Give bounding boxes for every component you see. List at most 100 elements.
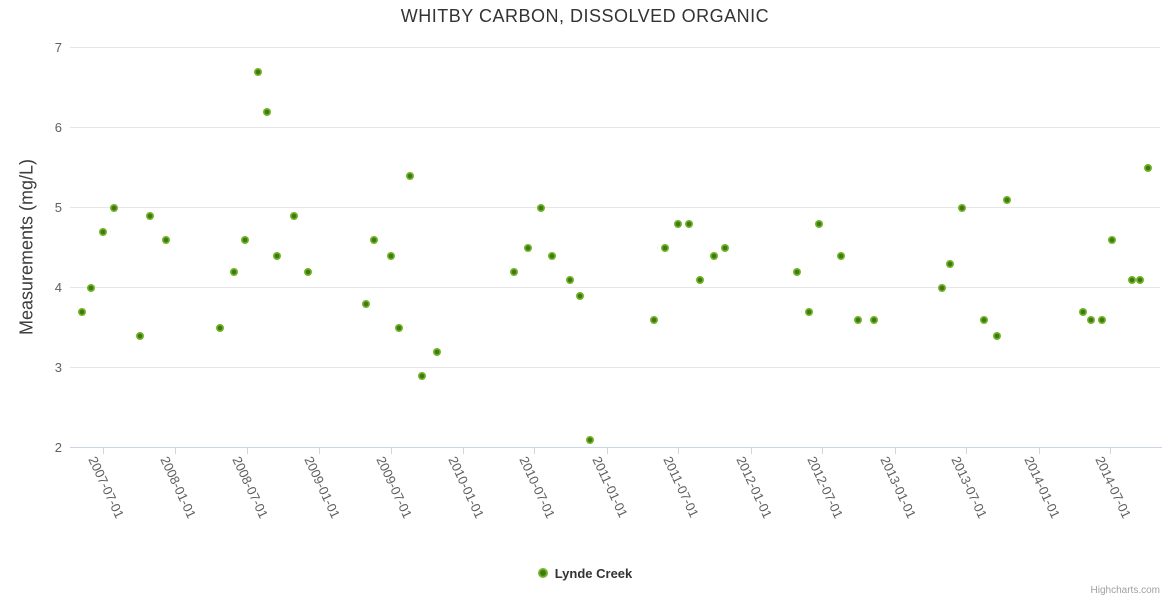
credits-link[interactable]: Highcharts.com [1090,585,1160,596]
data-point-marker[interactable] [814,219,823,228]
data-point-marker[interactable] [537,203,546,212]
x-axis-tick [246,448,248,454]
x-axis-tick [102,448,104,454]
x-axis-tick-label: 2008-07-01 [229,454,271,521]
data-point-marker[interactable] [253,67,262,76]
x-axis-tick-label: 2010-01-01 [445,454,488,521]
x-axis-tick [966,448,968,454]
data-point-marker[interactable] [509,267,518,276]
data-point-marker[interactable] [1144,163,1153,172]
data-point-marker[interactable] [433,347,442,356]
x-axis-tick [1038,448,1040,454]
x-axis-tick [750,448,752,454]
x-axis-tick-label: 2012-01-01 [733,454,775,521]
data-point-marker[interactable] [369,235,378,244]
data-point-marker[interactable] [523,243,532,252]
data-point-marker[interactable] [240,235,249,244]
data-point-marker[interactable] [854,315,863,324]
data-point-marker[interactable] [162,235,171,244]
x-axis-tick [606,448,608,454]
x-axis-tick-label: 2007-07-01 [85,454,127,521]
data-point-marker[interactable] [685,219,694,228]
y-axis-tick-label: 2 [54,440,62,455]
data-point-marker[interactable] [660,243,669,252]
data-point-marker[interactable] [836,251,845,260]
data-point-marker[interactable] [304,267,313,276]
data-point-marker[interactable] [145,211,154,220]
data-point-marker[interactable] [418,371,427,380]
data-point-marker[interactable] [86,283,95,292]
legend-item[interactable]: Lynde Creek [0,562,1170,584]
data-point-marker[interactable] [1078,307,1087,316]
gridline [70,47,1160,48]
x-axis-tick [894,448,896,454]
data-point-marker[interactable] [547,251,556,260]
data-point-marker[interactable] [405,171,414,180]
data-point-marker[interactable] [1003,195,1012,204]
data-point-marker[interactable] [1136,275,1145,284]
data-point-marker[interactable] [938,283,947,292]
data-point-marker[interactable] [215,323,224,332]
data-point-marker[interactable] [99,227,108,236]
data-point-marker[interactable] [1128,275,1137,284]
x-axis-tick-label: 2009-07-01 [373,454,415,521]
data-point-marker[interactable] [394,323,403,332]
x-axis-tick [175,448,177,454]
data-point-marker[interactable] [696,275,705,284]
legend-marker-icon [537,568,548,578]
data-point-marker[interactable] [1108,235,1117,244]
x-axis-tick [463,448,465,454]
y-axis-tick-label: 3 [54,360,62,375]
x-axis-tick-label: 2013-07-01 [948,454,991,521]
x-axis-tick [390,448,392,454]
data-point-marker[interactable] [566,275,575,284]
gridline [70,127,1160,128]
data-point-marker[interactable] [387,251,396,260]
data-point-marker[interactable] [1087,315,1096,324]
x-axis-tick-label: 2014-07-01 [1092,454,1135,521]
data-point-marker[interactable] [870,315,879,324]
x-axis-tick [1109,448,1111,454]
data-point-marker[interactable] [135,331,144,340]
data-point-marker[interactable] [980,315,989,324]
gridline [70,367,1160,368]
y-axis-tick-label: 7 [54,40,62,55]
x-axis-tick-label: 2009-01-01 [301,454,344,521]
data-point-marker[interactable] [674,219,683,228]
y-axis-tick-label: 6 [54,120,62,135]
data-point-marker[interactable] [710,251,719,260]
legend-series-label: Lynde Creek [554,565,633,581]
data-point-marker[interactable] [792,267,801,276]
x-axis-tick-label: 2011-07-01 [660,454,702,520]
data-point-marker[interactable] [290,211,299,220]
x-axis-tick [822,448,824,454]
data-point-marker[interactable] [993,331,1002,340]
data-point-marker[interactable] [361,299,370,308]
data-point-marker[interactable] [805,307,813,316]
data-point-marker[interactable] [273,251,282,260]
x-axis-tick [319,448,321,454]
x-axis-tick-label: 2013-01-01 [877,454,919,521]
data-point-marker[interactable] [585,435,594,444]
x-axis-line [70,447,1162,448]
x-axis-tick [678,448,680,454]
data-point-marker[interactable] [721,243,730,252]
gridline [70,287,1160,288]
y-axis-tick-label: 4 [54,280,62,295]
chart-title: WHITBY CARBON, DISSOLVED ORGANIC [400,6,770,26]
data-point-marker[interactable] [649,315,658,324]
x-axis-tick-label: 2012-07-01 [804,454,847,521]
data-point-marker[interactable] [262,107,271,116]
x-axis-tick-label: 2014-01-01 [1021,454,1063,521]
y-axis-title: Measurements (mg/L) [16,158,37,336]
data-point-marker[interactable] [946,259,955,268]
data-point-marker[interactable] [958,203,967,212]
y-axis-tick-label: 5 [54,200,62,215]
data-point-marker[interactable] [229,267,238,276]
data-point-marker[interactable] [1098,315,1107,324]
data-point-marker[interactable] [77,307,86,316]
data-point-marker[interactable] [109,203,118,212]
data-point-marker[interactable] [576,291,585,300]
x-axis-tick-label: 2010-07-01 [516,454,559,521]
